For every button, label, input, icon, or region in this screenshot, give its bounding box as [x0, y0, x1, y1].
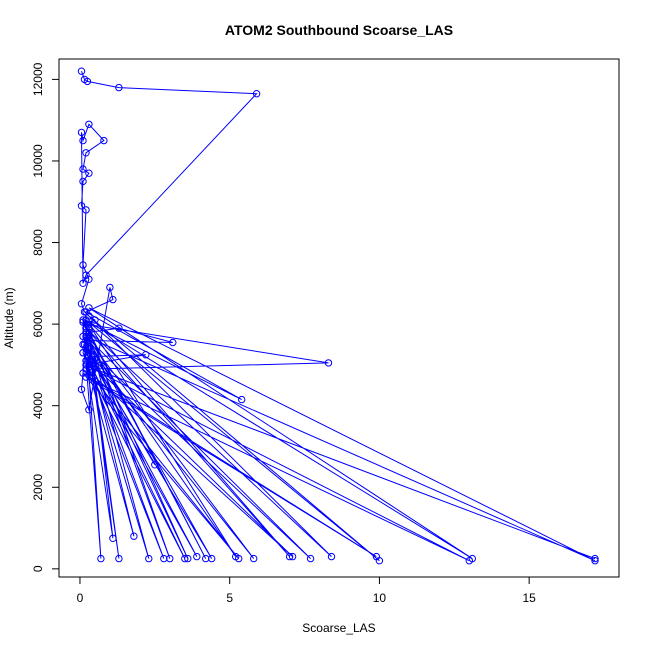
y-tick-label: 0 — [31, 565, 45, 572]
data-point — [85, 120, 93, 129]
data-point — [151, 461, 159, 469]
y-tick-label: 10000 — [31, 144, 45, 178]
chart-title: ATOM2 Southbound Scoarse_LAS — [225, 22, 453, 38]
data-point — [79, 316, 87, 324]
data-point — [208, 554, 216, 563]
data-point — [77, 128, 86, 137]
y-tick-label: 2000 — [31, 474, 45, 501]
y-tick-label: 12000 — [31, 62, 45, 96]
data-point — [193, 552, 201, 561]
y-tick-label: 6000 — [31, 310, 45, 337]
data-point — [160, 554, 168, 563]
data-point — [169, 338, 177, 347]
data-point — [288, 552, 297, 561]
x-tick-label: 10 — [373, 591, 387, 605]
data-point — [109, 534, 117, 542]
data-point — [591, 554, 599, 563]
data-point — [106, 283, 114, 292]
x-tick-label: 15 — [522, 591, 536, 605]
x-axis: 0 5 10 15 — [77, 576, 536, 605]
data-point — [77, 385, 86, 394]
data-point — [142, 351, 150, 359]
data-point — [250, 554, 258, 563]
data-point — [115, 324, 123, 332]
data-point — [82, 149, 90, 157]
x-axis-label: Scoarse_LAS — [302, 621, 375, 635]
data-point — [79, 279, 87, 287]
data-point — [591, 557, 599, 565]
x-tick-label: 0 — [77, 591, 84, 605]
data-point — [100, 136, 108, 145]
data-point — [306, 554, 315, 563]
data-point — [85, 304, 93, 312]
plot-frame — [58, 58, 620, 578]
data-point — [79, 349, 87, 357]
data-point — [85, 406, 93, 414]
data-point — [327, 552, 336, 561]
data-point — [109, 295, 117, 304]
y-tick-label: 4000 — [31, 392, 45, 419]
data-point — [77, 202, 86, 210]
data-point — [91, 316, 99, 324]
data-point — [77, 67, 86, 75]
data-point — [372, 552, 381, 561]
data-point — [79, 261, 87, 269]
data-point — [252, 90, 261, 98]
data-point — [235, 554, 243, 563]
data-point — [465, 557, 473, 565]
data-point — [85, 169, 93, 177]
y-axis: 0 2000 4000 6000 8000 10000 12000 — [31, 62, 60, 572]
y-axis-label: Altitude (m) — [2, 287, 16, 348]
series-line — [80, 71, 596, 562]
data-point — [85, 363, 93, 371]
data-point — [82, 324, 90, 332]
data-point — [82, 373, 90, 381]
data-point — [85, 336, 93, 345]
data-point — [82, 206, 90, 214]
data-point — [85, 275, 93, 283]
data-point — [79, 136, 87, 145]
data-point — [285, 552, 294, 561]
plot-area — [77, 67, 599, 565]
data-point — [97, 554, 105, 563]
data-point — [79, 332, 87, 341]
data-point — [85, 353, 93, 361]
data-point — [115, 83, 123, 92]
data-point — [145, 554, 153, 563]
data-markers — [77, 67, 599, 565]
data-point — [181, 554, 189, 563]
data-point — [83, 77, 92, 86]
data-point — [115, 554, 123, 563]
x-tick-label: 5 — [226, 591, 233, 605]
data-point — [77, 300, 86, 308]
data-point — [82, 316, 90, 324]
data-point — [79, 177, 87, 186]
data-point — [238, 395, 246, 404]
data-point — [79, 165, 87, 173]
y-tick-label: 8000 — [31, 229, 45, 256]
data-point — [324, 359, 333, 367]
data-point — [130, 532, 138, 540]
data-point — [184, 554, 192, 563]
